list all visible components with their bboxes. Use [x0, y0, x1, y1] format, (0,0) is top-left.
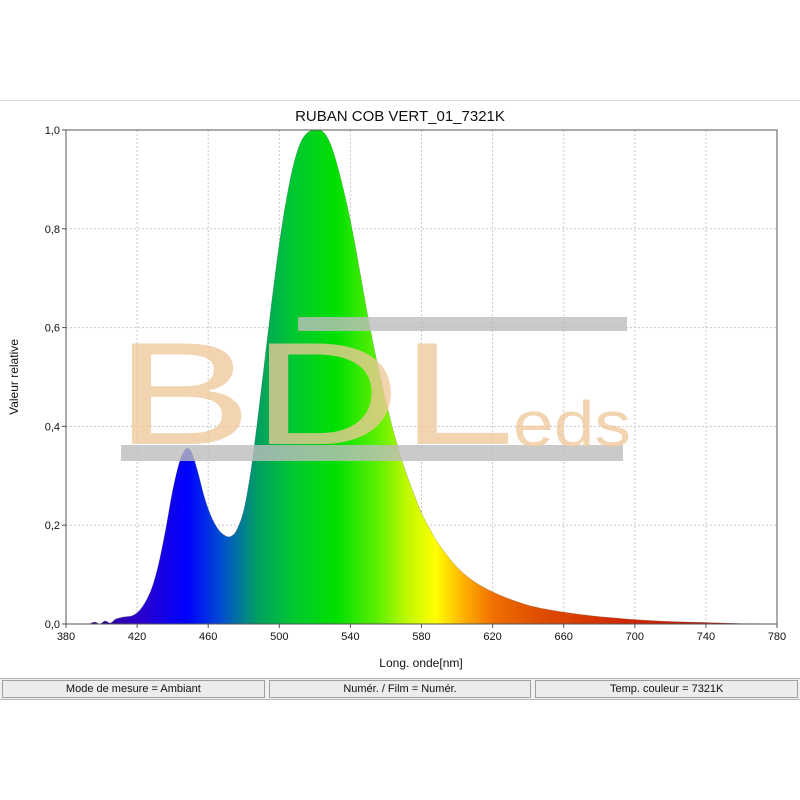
chart-title: RUBAN COB VERT_01_7321K — [295, 108, 505, 125]
spectrum-chart: RUBAN COB VERT_01_7321K BDL eds 380 420 46… — [7, 108, 786, 670]
x-tick-label: 580 — [412, 631, 430, 643]
status-color-temp: Temp. couleur = 7321K — [535, 680, 799, 698]
y-tick-label: 1,0 — [45, 125, 60, 137]
y-tick-label: 0,6 — [45, 323, 60, 335]
spectrum-line — [65, 129, 778, 625]
x-tick-label: 740 — [697, 631, 715, 643]
watermark-bar-bottom — [121, 445, 623, 461]
status-bar: Mode de mesure = Ambiant Numér. / Film =… — [0, 678, 800, 700]
x-axis-label: Long. onde[nm] — [379, 656, 462, 670]
spectrum-window: RUBAN COB VERT_01_7321K BDL eds 380 420 46… — [0, 100, 800, 700]
y-tick-label: 0,0 — [45, 619, 60, 631]
x-tick-label: 420 — [128, 631, 146, 643]
watermark-bar-top — [298, 317, 627, 331]
x-tick-label: 540 — [341, 631, 359, 643]
y-tick-label: 0,4 — [45, 421, 60, 433]
status-numer-film: Numér. / Film = Numér. — [268, 680, 532, 698]
y-tick-label: 0,8 — [45, 224, 60, 236]
x-tick-label: 460 — [199, 631, 217, 643]
watermark-suffix: eds — [513, 388, 631, 460]
x-tick-label: 500 — [270, 631, 288, 643]
x-tick-label: 700 — [626, 631, 644, 643]
y-axis-label: Valeur relative — [7, 339, 21, 415]
x-tick-label: 780 — [768, 631, 786, 643]
grid — [66, 130, 777, 624]
status-measure-mode: Mode de mesure = Ambiant — [2, 680, 265, 698]
axes: 380 420 460 500 540 580 620 660 700 740 780 0,0 0,2 0… — [45, 125, 786, 643]
x-tick-label: 380 — [57, 631, 75, 643]
spectrum-area — [66, 129, 777, 624]
x-tick-label: 620 — [483, 631, 501, 643]
watermark-main: BDL — [115, 312, 515, 475]
x-tick-label: 660 — [555, 631, 573, 643]
y-tick-label: 0,2 — [45, 520, 60, 532]
watermark: BDL eds — [115, 312, 631, 475]
